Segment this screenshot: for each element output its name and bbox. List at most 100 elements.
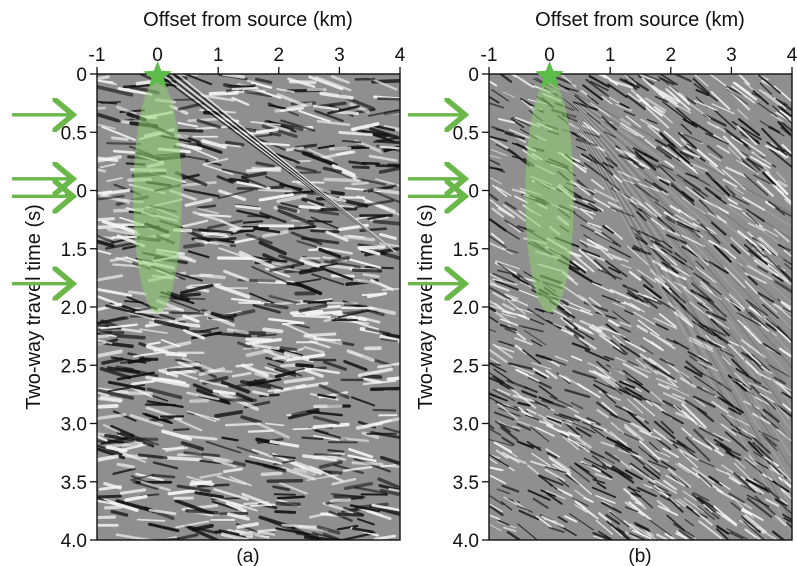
panel-a: -1 0 1 2 3 4 00.51.01.52.02.53.03.54.0 Offset… bbox=[12, 9, 415, 566]
x-ticks-b: -1 0 1 2 3 4 bbox=[481, 45, 797, 74]
seismic-wiggle bbox=[259, 190, 291, 192]
caption-a: (a) bbox=[236, 546, 259, 566]
x-tick-label: 1 bbox=[605, 45, 616, 66]
seismic-wiggle bbox=[256, 532, 274, 534]
seismic-wiggle bbox=[353, 167, 368, 168]
seismic-wiggle bbox=[185, 244, 203, 246]
x-axis-label-b: Offset from source (km) bbox=[535, 9, 745, 31]
seismic-wiggle bbox=[226, 424, 260, 426]
seismic-wiggle bbox=[372, 389, 400, 390]
seismic-wiggle bbox=[253, 169, 279, 171]
seismic-wiggle bbox=[328, 303, 357, 304]
seismic-wiggle bbox=[244, 221, 262, 222]
seismic-wiggle bbox=[115, 336, 144, 338]
seismic-wiggle bbox=[233, 88, 257, 89]
x-tick-label: 2 bbox=[274, 45, 285, 66]
y-tick-label: 3.5 bbox=[453, 473, 479, 494]
y-axis-label-b: Two-way travel time (s) bbox=[415, 204, 437, 410]
y-ticks-b: 00.51.01.52.02.53.03.54.0 bbox=[453, 65, 489, 552]
seismic-wiggle bbox=[374, 410, 396, 411]
seismic-wiggle bbox=[191, 275, 212, 276]
seismic-wiggle bbox=[191, 401, 208, 402]
seismic-wiggle bbox=[378, 99, 409, 100]
seismic-wiggle bbox=[268, 481, 301, 482]
seismic-wiggle bbox=[92, 325, 108, 326]
seismic-wiggle bbox=[179, 130, 202, 131]
seismic-wiggle bbox=[277, 504, 299, 505]
seismic-wiggle bbox=[89, 336, 108, 338]
x-tick-label: 2 bbox=[666, 45, 677, 66]
y-tick-label: 0 bbox=[468, 65, 479, 86]
seismic-wiggle bbox=[312, 231, 339, 232]
seismic-wiggle bbox=[243, 348, 258, 349]
seismic-wiggle bbox=[294, 315, 330, 317]
highlight-ellipse-b bbox=[525, 80, 573, 313]
seismic-wiggle bbox=[107, 143, 139, 144]
seismic-wiggle bbox=[325, 179, 358, 180]
seismic-wiggle bbox=[359, 247, 384, 248]
seismic-wiggle bbox=[282, 525, 316, 527]
x-tick-label: 3 bbox=[334, 45, 345, 66]
seismic-wiggle bbox=[101, 102, 120, 103]
seismic-wiggle bbox=[112, 138, 127, 140]
y-tick-label: 4.0 bbox=[61, 531, 87, 552]
seismic-wiggle bbox=[262, 473, 280, 474]
seismic-wiggle bbox=[377, 166, 407, 167]
y-tick-label: 0.5 bbox=[453, 123, 479, 144]
seismic-wiggle bbox=[238, 385, 253, 386]
y-tick-label: 3.5 bbox=[61, 473, 87, 494]
seismic-wiggle bbox=[247, 339, 270, 340]
seismic-wiggle bbox=[211, 93, 237, 94]
seismic-wiggle bbox=[292, 311, 322, 313]
x-tick-label: -1 bbox=[89, 45, 106, 66]
y-tick-label: 0.5 bbox=[61, 123, 87, 144]
seismic-wiggle bbox=[223, 400, 255, 401]
seismic-wiggle bbox=[275, 494, 295, 495]
seismic-wiggle bbox=[293, 428, 315, 429]
y-tick-label: 2.5 bbox=[61, 356, 87, 377]
seismic-wiggle bbox=[96, 333, 123, 334]
seismic-wiggle bbox=[330, 148, 349, 149]
seismic-wiggle bbox=[181, 294, 199, 296]
y-tick-label: 1.5 bbox=[61, 240, 87, 261]
seismic-wiggle bbox=[237, 365, 253, 367]
seismic-wiggle bbox=[106, 507, 121, 508]
seismic-wiggle bbox=[174, 429, 189, 430]
seismic-wiggle bbox=[264, 329, 281, 331]
seismic-wiggle bbox=[249, 431, 273, 432]
caption-b: (b) bbox=[628, 546, 651, 566]
x-tick-label: -1 bbox=[481, 45, 498, 66]
seismic-wiggle bbox=[114, 151, 134, 153]
seismic-wiggle bbox=[164, 458, 200, 460]
seismic-wiggle bbox=[168, 372, 192, 374]
y-tick-label: 4.0 bbox=[453, 531, 479, 552]
seismic-wiggle bbox=[187, 511, 217, 513]
seismic-wiggle bbox=[363, 294, 381, 295]
y-tick-label: 1.0 bbox=[453, 182, 479, 203]
seismic-wiggle bbox=[302, 438, 322, 439]
y-ticks-a: 00.51.01.52.02.53.03.54.0 bbox=[61, 65, 97, 552]
seismic-wiggle bbox=[308, 221, 331, 222]
y-tick-label: 2.0 bbox=[61, 298, 87, 319]
seismic-wiggle bbox=[276, 512, 295, 513]
x-tick-label: 1 bbox=[213, 45, 224, 66]
seismic-wiggle bbox=[153, 475, 174, 477]
y-axis-label-a: Two-way travel time (s) bbox=[23, 204, 45, 410]
y-tick-label: 1.0 bbox=[61, 182, 87, 203]
panel-b: -1 0 1 2 3 4 00.51.01.52.02.53.03.54.0 Offset… bbox=[408, 9, 797, 566]
seismic-wiggle bbox=[92, 219, 113, 220]
seismic-wiggle bbox=[173, 298, 205, 299]
x-tick-label: 4 bbox=[787, 45, 797, 66]
seismic-wiggle bbox=[331, 500, 349, 501]
y-tick-label: 2.0 bbox=[453, 298, 479, 319]
seismic-wiggle bbox=[353, 270, 380, 271]
x-tick-label: 4 bbox=[395, 45, 406, 66]
seismic-wiggle bbox=[300, 207, 319, 209]
seismic-wiggle bbox=[291, 82, 315, 83]
seismic-wiggle bbox=[297, 365, 312, 366]
seismic-wiggle bbox=[352, 183, 367, 184]
seismic-wiggle bbox=[281, 348, 296, 350]
seismic-wiggle bbox=[278, 497, 304, 499]
seismic-wiggle bbox=[342, 308, 374, 309]
